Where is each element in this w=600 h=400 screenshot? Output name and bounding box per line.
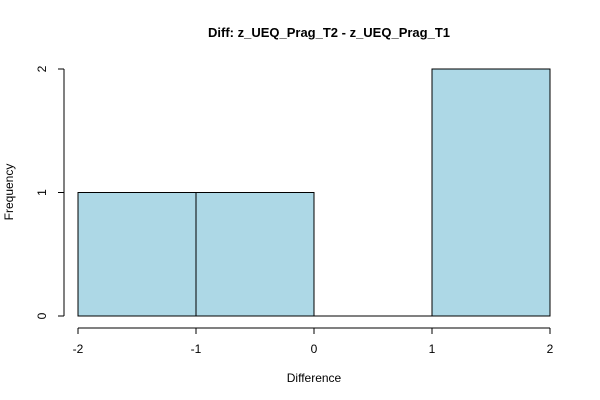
- y-axis: 0 1 2: [35, 65, 65, 319]
- x-axis-label: Difference: [287, 371, 342, 385]
- bars-group: [77, 68, 551, 317]
- histogram-bar: [77, 192, 197, 317]
- x-axis: -2 -1 0 1 2: [73, 327, 554, 356]
- y-axis-label: Frequency: [2, 164, 16, 221]
- x-tick-label: 0: [311, 342, 318, 356]
- x-tick-label: -1: [191, 342, 202, 356]
- x-tick-label: -2: [73, 342, 84, 356]
- y-tick-label: 2: [35, 65, 49, 72]
- histogram-bar: [195, 192, 315, 317]
- y-tick-label: 0: [35, 312, 49, 319]
- x-tick-label: 1: [429, 342, 436, 356]
- histogram-bar: [431, 68, 551, 317]
- x-tick-label: 2: [547, 342, 554, 356]
- chart-title: Diff: z_UEQ_Prag_T2 - z_UEQ_Prag_T1: [208, 25, 450, 40]
- y-tick-label: 1: [35, 189, 49, 196]
